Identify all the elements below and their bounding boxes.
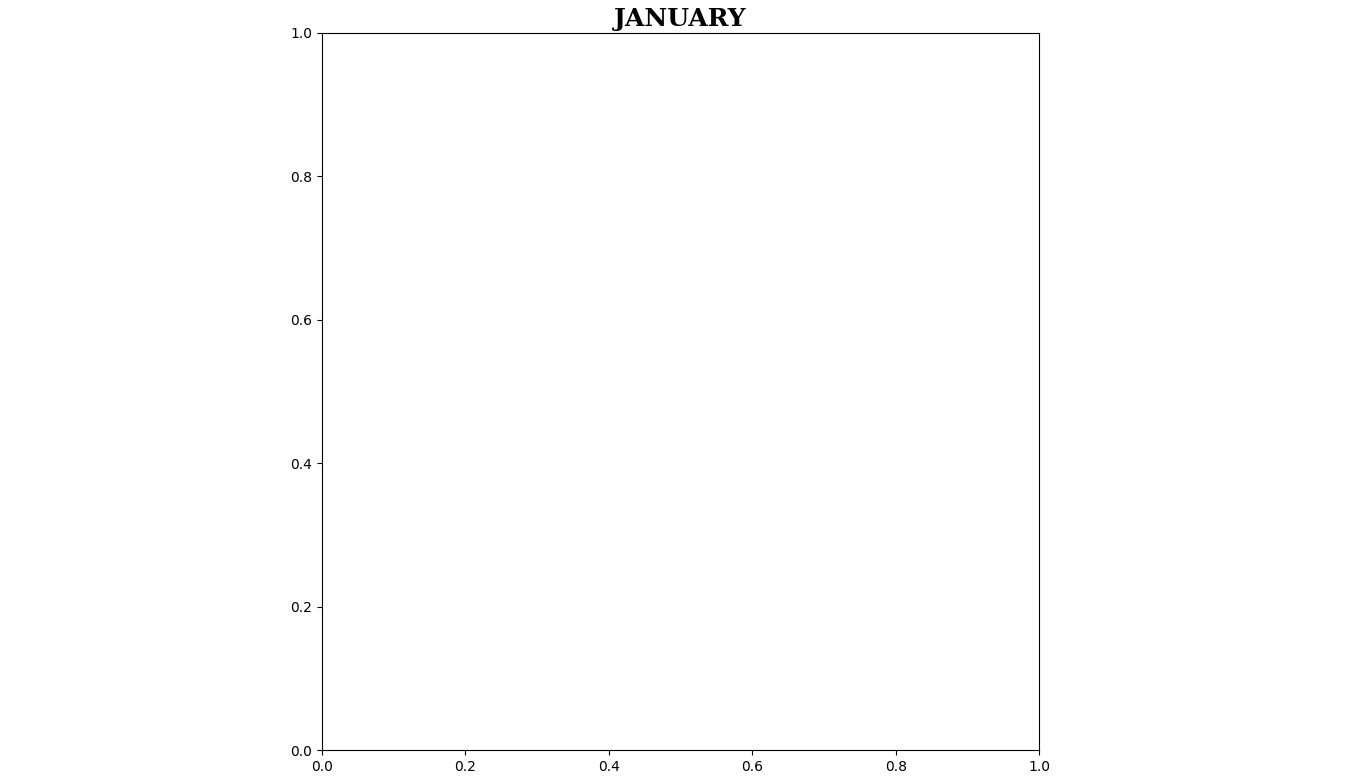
Title: JANUARY: JANUARY <box>614 7 747 31</box>
